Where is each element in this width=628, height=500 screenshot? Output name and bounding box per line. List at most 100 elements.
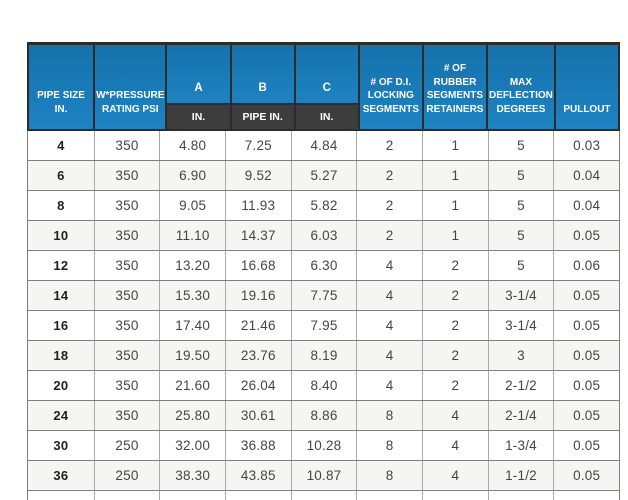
table-cell-max-deflection-degrees: 5: [487, 251, 554, 280]
header-label: W*PRESSURE: [96, 90, 165, 101]
table-cell-di-locking-segments: 4: [356, 341, 422, 370]
table-cell-pressure-rating: 250: [93, 431, 160, 460]
table-cell-max-deflection-degrees: 2-1/4: [487, 401, 554, 430]
table-cell-c: 5.82: [290, 191, 357, 220]
table-cell-rubber-segment-retainers: 1: [421, 191, 488, 220]
table-cell-c: 10.87: [290, 461, 357, 490]
table-cell-a: 4.80: [159, 131, 225, 160]
table-cell-pullout: 0.06: [553, 251, 619, 280]
table-cell-a: 25.80: [159, 401, 225, 430]
header-di-locking-segments: # OF D.I. LOCKING SEGMENTS: [357, 45, 422, 129]
header-label: # OF RUBBER: [433, 63, 477, 88]
table-row: 36 250 38.30 43.85 10.87 8 4 1-1/2 0.05: [28, 461, 619, 491]
table-cell-rubber-segment-retainers: 4: [421, 461, 488, 490]
cutoff-cell: [487, 491, 554, 500]
pipe-spec-table: PIPE SIZE IN. W*PRESSURE RATING PSI A IN…: [27, 42, 620, 500]
table-cell-pipe-size: 12: [53, 258, 69, 273]
table-cell-b: 14.37: [224, 221, 291, 250]
table-cell-a: 6.90: [159, 161, 225, 190]
table-cell-pipe-size: 14: [53, 288, 69, 303]
table-row: 4 350 4.80 7.25 4.84 2 1 5 0.03: [28, 131, 619, 161]
table-cell-rubber-segment-retainers: 2: [421, 251, 488, 280]
table-cell-di-locking-segments: 8: [356, 461, 422, 490]
table-cell-pressure-rating: 350: [93, 401, 160, 430]
table-cell-di-locking-segments: 2: [356, 161, 422, 190]
table-cell-c: 7.95: [290, 311, 357, 340]
table-cell-c: 8.40: [290, 371, 357, 400]
table-cell-pullout: 0.05: [553, 221, 619, 250]
table-cell-pressure-rating: 350: [93, 281, 160, 310]
table-cell-pipe-size: 10: [53, 228, 69, 243]
table-cell-b: 21.46: [224, 311, 291, 340]
table-cell-di-locking-segments: 2: [356, 191, 422, 220]
header-label: A: [167, 45, 230, 105]
table-cell-pressure-rating: 350: [93, 161, 160, 190]
header-rubber-segment-retainers: # OF RUBBER SEGMENTS RETAINERS: [421, 45, 486, 129]
cutoff-row: [27, 491, 620, 500]
table-cell-pullout: 0.04: [553, 191, 619, 220]
table-cell-rubber-segment-retainers: 1: [421, 161, 488, 190]
header-sublabel: IN.: [167, 105, 230, 129]
header-label: RETAINERS: [426, 103, 484, 115]
header-label: B: [231, 45, 294, 105]
table-cell-pullout: 0.03: [553, 131, 619, 160]
table-row: 18 350 19.50 23.76 8.19 4 2 3 0.05: [28, 341, 619, 371]
table-cell-b: 36.88: [224, 431, 291, 460]
table-cell-di-locking-segments: 2: [356, 131, 422, 160]
table-cell-b: 19.16: [224, 281, 291, 310]
table-cell-pullout: 0.05: [553, 401, 619, 430]
table-body: 4 350 4.80 7.25 4.84 2 1 5 0.03 6 350 6.90 9.52 5.27 2…: [27, 131, 620, 491]
table-cell-c: 7.75: [290, 281, 357, 310]
table-cell-b: 7.25: [224, 131, 291, 160]
table-row: 20 350 21.60 26.04 8.40 4 2 2-1/2 0.05: [28, 371, 619, 401]
table-cell-max-deflection-degrees: 2-1/2: [487, 371, 554, 400]
table-row: 14 350 15.30 19.16 7.75 4 2 3-1/4 0.05: [28, 281, 619, 311]
cutoff-cell: [93, 491, 160, 500]
table-cell-di-locking-segments: 8: [356, 431, 422, 460]
table-cell-pressure-rating: 350: [93, 191, 160, 220]
cutoff-cell: [290, 491, 357, 500]
table-cell-max-deflection-degrees: 3-1/4: [487, 281, 554, 310]
table-cell-rubber-segment-retainers: 1: [421, 221, 488, 250]
table-cell-rubber-segment-retainers: 4: [421, 401, 488, 430]
header-pressure-rating: W*PRESSURE RATING PSI: [93, 45, 166, 129]
table-cell-pipe-size: 30: [53, 438, 69, 453]
table-cell-b: 26.04: [224, 371, 291, 400]
table-cell-max-deflection-degrees: 5: [487, 191, 554, 220]
table-cell-a: 38.30: [159, 461, 225, 490]
header-label: # OF D.I.: [370, 76, 412, 88]
table-cell-max-deflection-degrees: 5: [487, 161, 554, 190]
table-cell-di-locking-segments: 2: [356, 221, 422, 250]
table-cell-pipe-size: 20: [53, 378, 69, 393]
header-label: C: [295, 45, 358, 105]
table-cell-c: 6.03: [290, 221, 357, 250]
header-pipe-size: PIPE SIZE IN.: [29, 45, 94, 129]
table-cell-rubber-segment-retainers: 1: [421, 131, 488, 160]
header-b: B PIPE IN.: [229, 45, 294, 129]
table-cell-a: 15.30: [159, 281, 225, 310]
table-cell-c: 4.84: [290, 131, 357, 160]
cutoff-cell: [553, 491, 619, 500]
table-cell-pullout: 0.04: [553, 161, 619, 190]
header-label: DEFLECTION: [489, 90, 553, 101]
table-cell-pullout: 0.05: [553, 371, 619, 400]
table-cell-max-deflection-degrees: 1-1/2: [487, 461, 554, 490]
table-cell-max-deflection-degrees: 3-1/4: [487, 311, 554, 340]
cutoff-cell: [28, 491, 94, 500]
table-cell-pressure-rating: 350: [93, 131, 160, 160]
table-row: 24 350 25.80 30.61 8.86 8 4 2-1/4 0.05: [28, 401, 619, 431]
header-label: DEGREES: [496, 103, 546, 115]
table-cell-c: 6.30: [290, 251, 357, 280]
table-cell-max-deflection-degrees: 5: [487, 221, 554, 250]
table-cell-a: 17.40: [159, 311, 225, 340]
table-cell-di-locking-segments: 8: [356, 401, 422, 430]
cutoff-cell: [356, 491, 422, 500]
table-cell-a: 32.00: [159, 431, 225, 460]
table-row: 12 350 13.20 16.68 6.30 4 2 5 0.06: [28, 251, 619, 281]
table-cell-rubber-segment-retainers: 4: [421, 431, 488, 460]
table-cell-rubber-segment-retainers: 2: [421, 341, 488, 370]
table-cell-di-locking-segments: 4: [356, 251, 422, 280]
table-cell-pressure-rating: 350: [93, 341, 160, 370]
table-row: 30 250 32.00 36.88 10.28 8 4 1-3/4 0.05: [28, 431, 619, 461]
cutoff-cell: [224, 491, 291, 500]
